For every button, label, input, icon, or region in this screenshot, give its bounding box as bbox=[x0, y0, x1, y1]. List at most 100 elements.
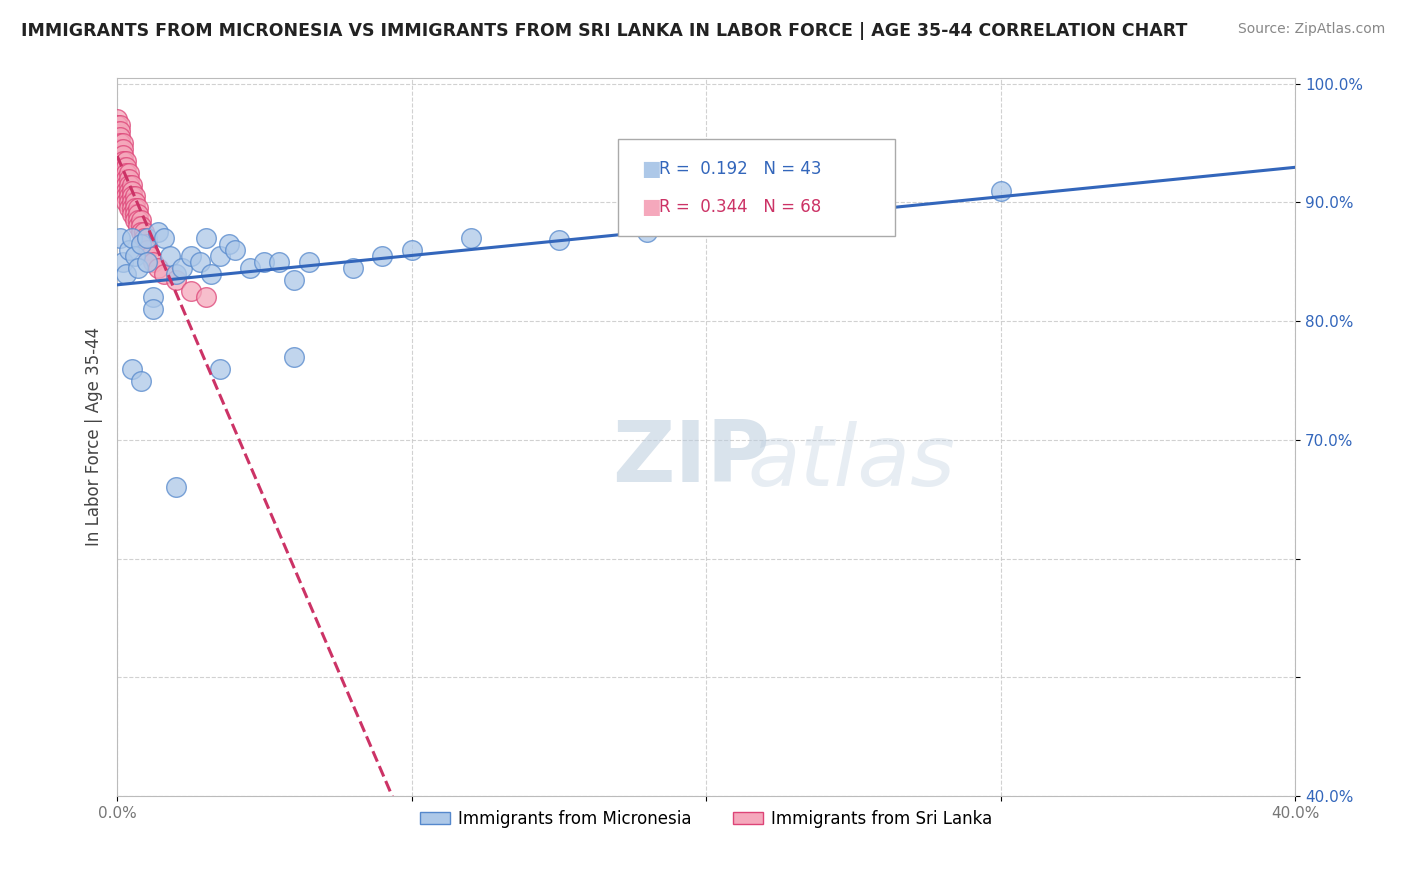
Point bbox=[253, 254, 276, 268]
Text: ■: ■ bbox=[641, 197, 661, 217]
Point bbox=[170, 260, 193, 275]
Point bbox=[105, 142, 128, 156]
Point bbox=[115, 195, 138, 210]
Point bbox=[124, 189, 146, 203]
Point bbox=[105, 127, 128, 141]
Point bbox=[112, 254, 135, 268]
Point bbox=[297, 254, 319, 268]
Point bbox=[127, 202, 149, 216]
Point bbox=[124, 195, 146, 210]
Point bbox=[153, 267, 176, 281]
Point bbox=[112, 160, 135, 174]
Point bbox=[112, 142, 135, 156]
Point bbox=[105, 112, 128, 127]
Point bbox=[108, 160, 131, 174]
Point bbox=[224, 243, 246, 257]
Point bbox=[108, 118, 131, 132]
Point bbox=[118, 189, 141, 203]
Point bbox=[112, 178, 135, 192]
Legend: Immigrants from Micronesia, Immigrants from Sri Lanka: Immigrants from Micronesia, Immigrants f… bbox=[413, 803, 1000, 834]
Point bbox=[209, 361, 232, 376]
Point bbox=[118, 195, 141, 210]
Point bbox=[121, 202, 143, 216]
Point bbox=[115, 166, 138, 180]
Point bbox=[108, 130, 131, 145]
Text: ZIP: ZIP bbox=[612, 417, 769, 500]
Point bbox=[127, 219, 149, 234]
Point bbox=[124, 249, 146, 263]
Point bbox=[342, 260, 364, 275]
Point bbox=[112, 153, 135, 168]
Point bbox=[127, 207, 149, 221]
Point bbox=[127, 260, 149, 275]
Point bbox=[118, 178, 141, 192]
Point bbox=[148, 260, 170, 275]
Point bbox=[108, 231, 131, 245]
Point bbox=[115, 184, 138, 198]
Point bbox=[121, 195, 143, 210]
Point bbox=[132, 231, 155, 245]
Point bbox=[121, 231, 143, 245]
Point bbox=[269, 254, 291, 268]
Point bbox=[148, 225, 170, 239]
Point bbox=[159, 249, 181, 263]
Text: ■: ■ bbox=[641, 159, 661, 179]
Point bbox=[115, 178, 138, 192]
Point bbox=[121, 178, 143, 192]
Point bbox=[636, 225, 658, 239]
Point bbox=[105, 118, 128, 132]
Point bbox=[121, 189, 143, 203]
Point bbox=[283, 350, 305, 364]
Point bbox=[129, 213, 152, 227]
Point bbox=[115, 160, 138, 174]
Point bbox=[239, 260, 262, 275]
Point bbox=[180, 285, 202, 299]
Point bbox=[135, 231, 157, 245]
Point bbox=[180, 249, 202, 263]
Point bbox=[194, 290, 217, 304]
Point bbox=[141, 302, 163, 317]
Point bbox=[695, 213, 717, 227]
Point bbox=[121, 361, 143, 376]
Y-axis label: In Labor Force | Age 35-44: In Labor Force | Age 35-44 bbox=[86, 327, 103, 547]
Point bbox=[118, 171, 141, 186]
Point bbox=[108, 148, 131, 162]
Point bbox=[118, 243, 141, 257]
Point bbox=[115, 189, 138, 203]
Point bbox=[112, 166, 135, 180]
Point bbox=[200, 267, 222, 281]
Point bbox=[108, 142, 131, 156]
Point bbox=[165, 480, 187, 494]
Point bbox=[401, 243, 423, 257]
Text: IMMIGRANTS FROM MICRONESIA VS IMMIGRANTS FROM SRI LANKA IN LABOR FORCE | AGE 35-: IMMIGRANTS FROM MICRONESIA VS IMMIGRANTS… bbox=[21, 22, 1188, 40]
Point bbox=[141, 290, 163, 304]
Point bbox=[121, 207, 143, 221]
Point bbox=[165, 267, 187, 281]
Point bbox=[108, 153, 131, 168]
Point bbox=[118, 166, 141, 180]
Text: Source: ZipAtlas.com: Source: ZipAtlas.com bbox=[1237, 22, 1385, 37]
Text: atlas: atlas bbox=[748, 420, 956, 504]
Point bbox=[105, 124, 128, 138]
Point bbox=[129, 237, 152, 252]
Point bbox=[105, 136, 128, 150]
Point bbox=[105, 130, 128, 145]
Point bbox=[129, 219, 152, 234]
Point bbox=[842, 202, 865, 216]
FancyBboxPatch shape bbox=[617, 139, 894, 235]
Point bbox=[112, 148, 135, 162]
Point bbox=[138, 249, 160, 263]
Point bbox=[283, 272, 305, 286]
Point bbox=[209, 249, 232, 263]
Point bbox=[121, 184, 143, 198]
Point bbox=[124, 202, 146, 216]
Point bbox=[115, 171, 138, 186]
Point bbox=[124, 213, 146, 227]
Point bbox=[118, 202, 141, 216]
Point bbox=[460, 231, 482, 245]
Point bbox=[188, 254, 211, 268]
Point bbox=[115, 153, 138, 168]
Point bbox=[112, 171, 135, 186]
Text: R =  0.344   N = 68: R = 0.344 N = 68 bbox=[659, 198, 821, 216]
Point bbox=[108, 124, 131, 138]
